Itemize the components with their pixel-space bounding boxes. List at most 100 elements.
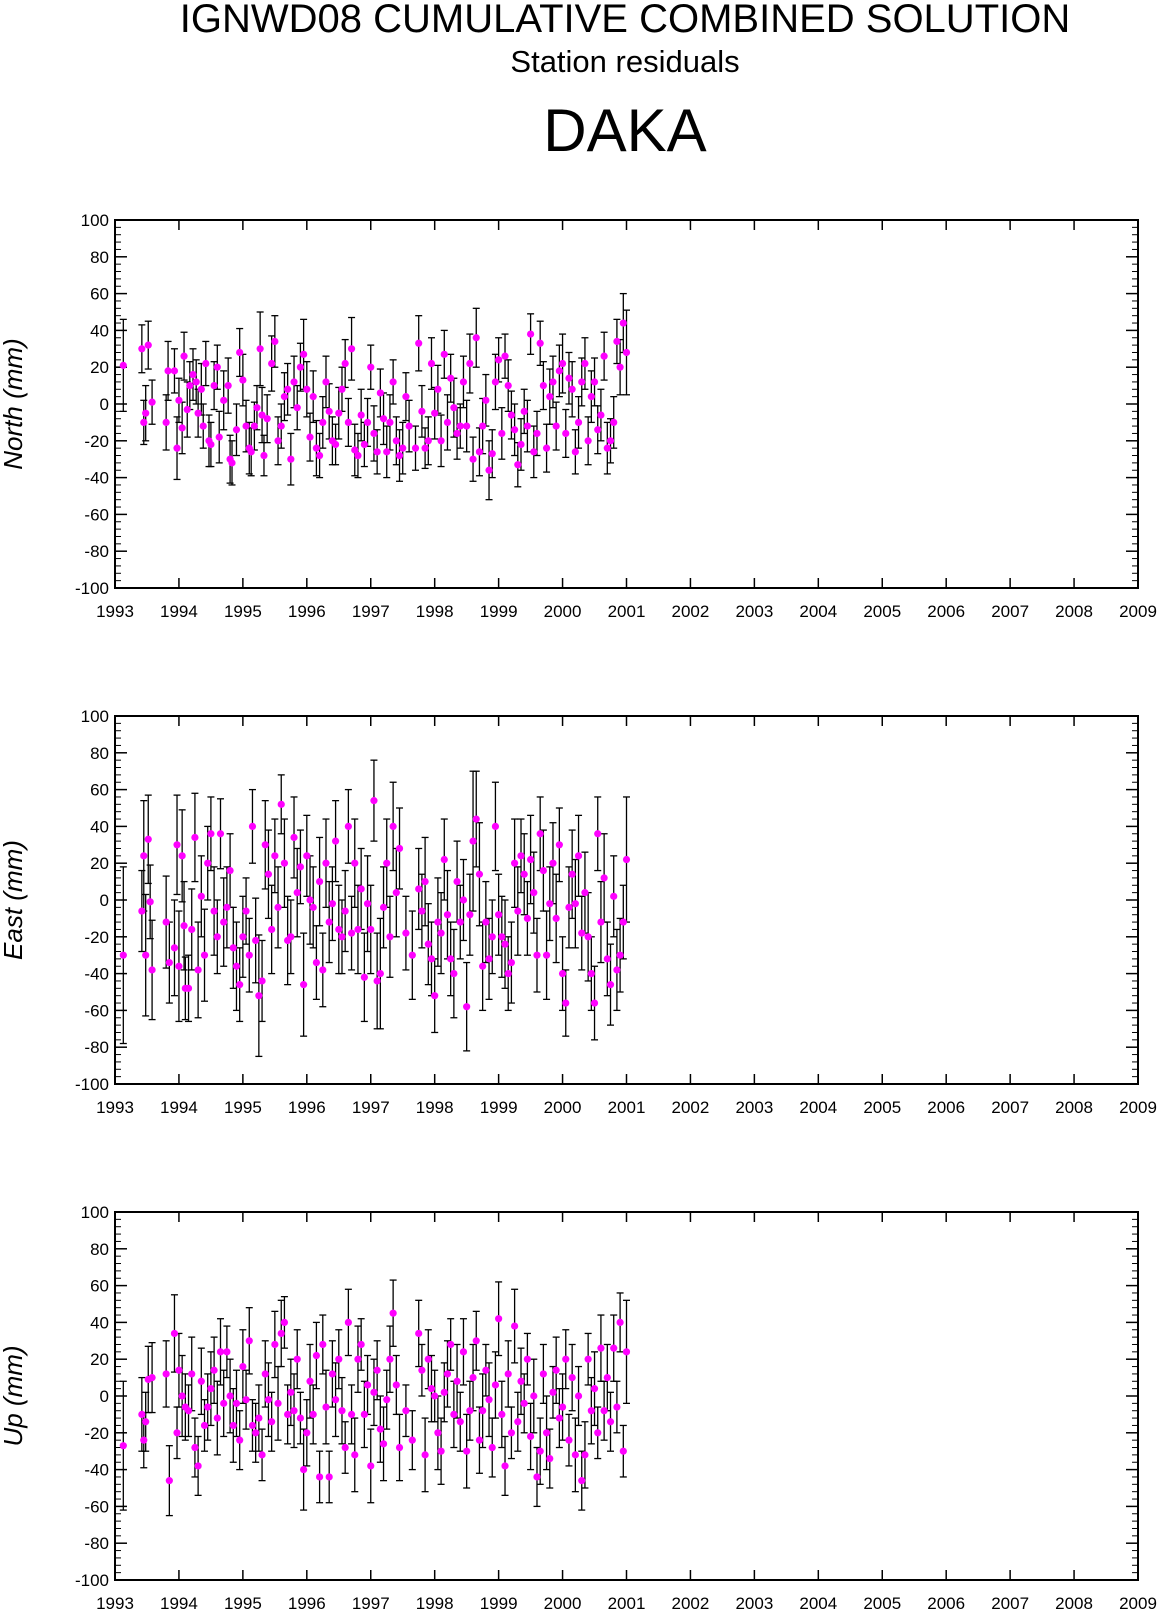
data-point (511, 426, 519, 434)
data-point (526, 1432, 535, 1441)
data-point (597, 1344, 605, 1352)
data-point (450, 970, 458, 978)
x-tick-label: 1996 (288, 602, 326, 621)
data-point (507, 1429, 516, 1437)
data-point (379, 903, 388, 911)
data-point (424, 940, 432, 948)
data-point (138, 345, 146, 353)
data-point (220, 918, 228, 926)
data-point (581, 1451, 589, 1459)
data-point (453, 1377, 461, 1385)
chart-subtitle: Station residuals (510, 44, 740, 79)
data-point (261, 841, 269, 849)
data-point (402, 1407, 410, 1415)
y-tick-label: -60 (84, 1001, 109, 1020)
data-point (587, 393, 595, 401)
data-point (536, 339, 544, 347)
data-point (552, 914, 560, 923)
data-point (303, 385, 311, 393)
data-point (162, 418, 170, 426)
data-point (447, 1340, 455, 1349)
data-point (322, 1403, 330, 1411)
data-point (411, 444, 420, 452)
data-point (280, 1318, 289, 1326)
data-point (415, 339, 423, 347)
data-point (565, 374, 573, 382)
data-point (501, 352, 509, 360)
data-point (479, 422, 487, 430)
data-point (517, 1377, 525, 1385)
x-tick-label: 2000 (544, 1098, 582, 1117)
data-point (245, 1337, 253, 1345)
data-point (194, 409, 202, 417)
data-point (360, 973, 368, 981)
data-point (239, 376, 247, 384)
data-point (495, 356, 503, 364)
data-point (252, 1429, 260, 1437)
x-tick-label: 2004 (799, 602, 837, 621)
data-point (180, 352, 188, 360)
data-point (207, 440, 215, 449)
data-point (140, 852, 148, 860)
data-point (191, 1443, 199, 1452)
data-point (536, 830, 544, 838)
data-point (344, 822, 352, 831)
data-point (360, 1410, 368, 1418)
y-tick-label: 80 (90, 744, 109, 763)
data-point (450, 1410, 458, 1418)
data-point (613, 966, 621, 974)
data-point (287, 1388, 295, 1396)
data-point (213, 933, 221, 941)
y-tick-label: 40 (90, 1313, 109, 1332)
data-point (440, 1388, 448, 1396)
data-point (584, 437, 592, 445)
data-point (338, 1407, 346, 1415)
data-point (594, 1429, 602, 1437)
data-point (479, 962, 487, 970)
data-point (220, 1399, 228, 1407)
data-point (463, 1003, 471, 1011)
data-point (229, 944, 237, 952)
data-point (571, 1451, 579, 1459)
data-point (507, 411, 516, 419)
data-point (469, 455, 477, 463)
plot-frame (114, 219, 1139, 589)
y-tick-label: -20 (84, 928, 109, 947)
data-point (619, 319, 627, 327)
data-point (162, 1370, 170, 1378)
data-point (498, 933, 506, 941)
data-point (616, 1318, 624, 1326)
data-point (395, 1443, 404, 1452)
data-point (539, 382, 547, 390)
data-point (316, 1473, 324, 1481)
y-tick-label: 20 (90, 854, 109, 873)
data-point (173, 444, 181, 452)
y-tick-label: 100 (81, 1203, 109, 1222)
data-point (440, 855, 448, 864)
data-point (511, 859, 519, 867)
data-point (293, 889, 301, 897)
data-point (357, 1340, 365, 1349)
y-tick-label: 0 (100, 395, 109, 414)
data-point (142, 1418, 150, 1426)
data-point (280, 393, 289, 401)
y-tick-label: -60 (84, 1497, 109, 1516)
data-point (119, 361, 127, 369)
data-point (373, 1366, 381, 1374)
y-tick-label: 40 (90, 321, 109, 340)
y-tick-label: -100 (75, 1571, 109, 1590)
data-point (434, 385, 442, 393)
data-point (475, 448, 484, 456)
data-point (228, 459, 236, 467)
data-point (472, 815, 480, 823)
series-points (119, 759, 631, 1058)
data-point (546, 1454, 554, 1463)
data-point (440, 350, 448, 358)
data-point (386, 933, 394, 941)
data-point (363, 418, 372, 426)
data-point (312, 958, 321, 967)
data-point (552, 422, 560, 430)
y-tick-label: 80 (90, 1240, 109, 1259)
data-point (306, 1377, 314, 1385)
data-point (386, 418, 394, 426)
